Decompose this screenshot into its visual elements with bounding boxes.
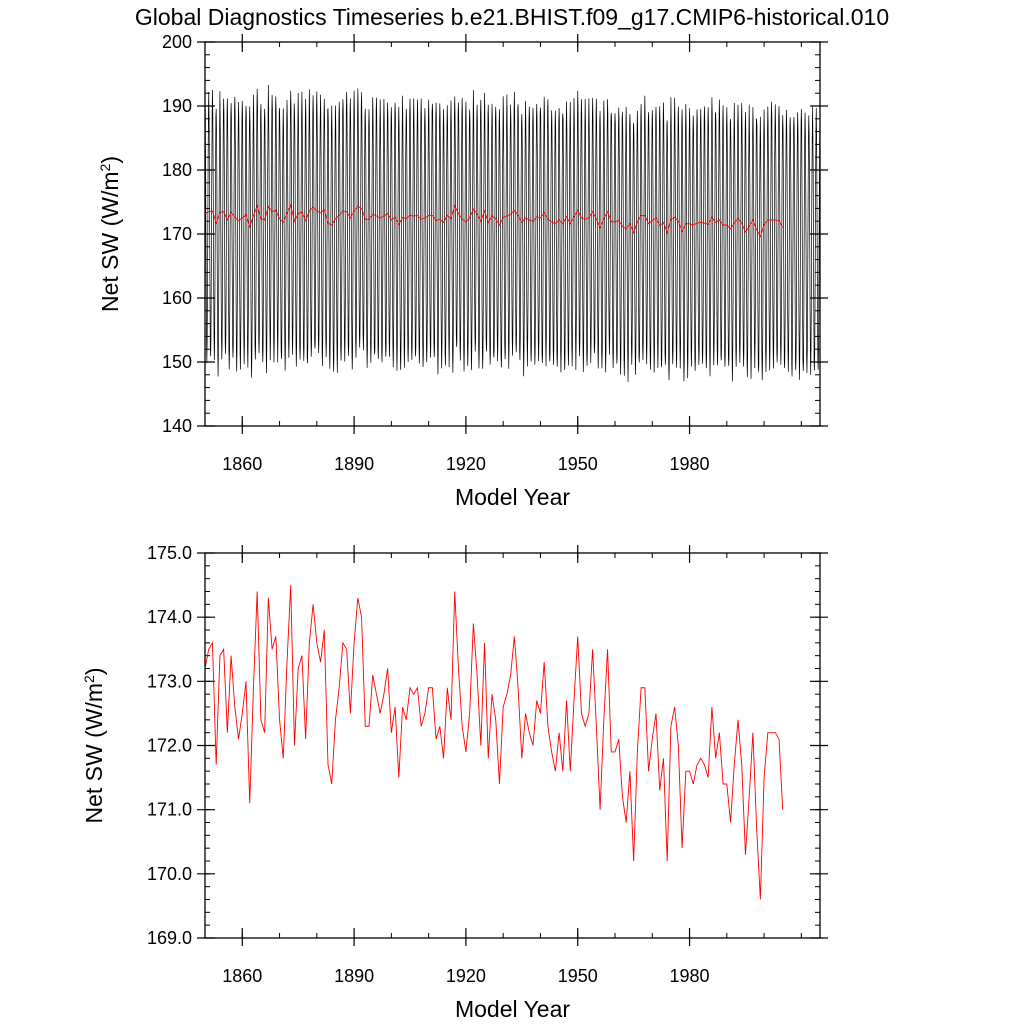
y-tick-label: 200 xyxy=(162,32,192,52)
y-axis-label-close: ) xyxy=(81,667,107,675)
y-tick-label: 175.0 xyxy=(147,543,192,563)
plot-frame xyxy=(204,552,821,939)
y-tick-label: 170.0 xyxy=(147,864,192,884)
panel-bottom: 169.0 170.0 171.0 172.0 173.0 174.0 175.0 1860 1… xyxy=(81,543,828,1022)
x-tick-label: 1860 xyxy=(222,966,262,986)
plot-frame xyxy=(204,41,821,427)
y-tick-label: 171.0 xyxy=(147,800,192,820)
plot-area xyxy=(205,585,784,900)
y-tick-label: 140 xyxy=(162,416,192,436)
annual_mean-series-line xyxy=(205,203,784,238)
x-tick-label: 1950 xyxy=(558,966,598,986)
y-axis-label-main: Net SW (W/m xyxy=(81,683,107,824)
x-tick-label: 1980 xyxy=(670,454,710,474)
y-tick-label: 173.0 xyxy=(147,671,192,691)
x-tick-label: 1890 xyxy=(334,454,374,474)
y-tick-label: 172.0 xyxy=(147,736,192,756)
x-tick-label: 1920 xyxy=(446,454,486,474)
x-axis-label: Model Year xyxy=(455,484,570,510)
panel-top: 140 150 160 170 180 190 200 1860 1890 1920 1950 198… xyxy=(97,32,828,510)
figure-title: Global Diagnostics Timeseries b.e21.BHIS… xyxy=(135,4,889,30)
y-tick-label: 169.0 xyxy=(147,928,192,948)
x-tick-label: 1920 xyxy=(446,966,486,986)
y-axis-label: Net SW (W/m2) xyxy=(81,667,107,823)
y-axis-label-main: Net SW (W/m xyxy=(97,171,123,312)
y-axis-label-close: ) xyxy=(97,156,123,164)
y-tick-label: 174.0 xyxy=(147,607,192,627)
y-tick-label: 160 xyxy=(162,288,192,308)
y-axis-label: Net SW (W/m2) xyxy=(97,156,123,312)
monthly-series-line xyxy=(205,84,820,382)
x-tick-label: 1980 xyxy=(670,966,710,986)
x-tick-label: 1860 xyxy=(222,454,262,474)
plot-area xyxy=(205,84,820,382)
y-tick-label: 190 xyxy=(162,96,192,116)
y-axis-label-superscript: 2 xyxy=(97,163,113,171)
x-tick-label: 1950 xyxy=(558,454,598,474)
x-axis-label: Model Year xyxy=(455,996,570,1022)
annual_mean-series-line xyxy=(205,585,784,900)
y-tick-label: 150 xyxy=(162,352,192,372)
x-tick-label: 1890 xyxy=(334,966,374,986)
y-tick-label: 180 xyxy=(162,160,192,180)
y-axis-label-superscript: 2 xyxy=(81,675,97,683)
y-tick-label: 170 xyxy=(162,224,192,244)
